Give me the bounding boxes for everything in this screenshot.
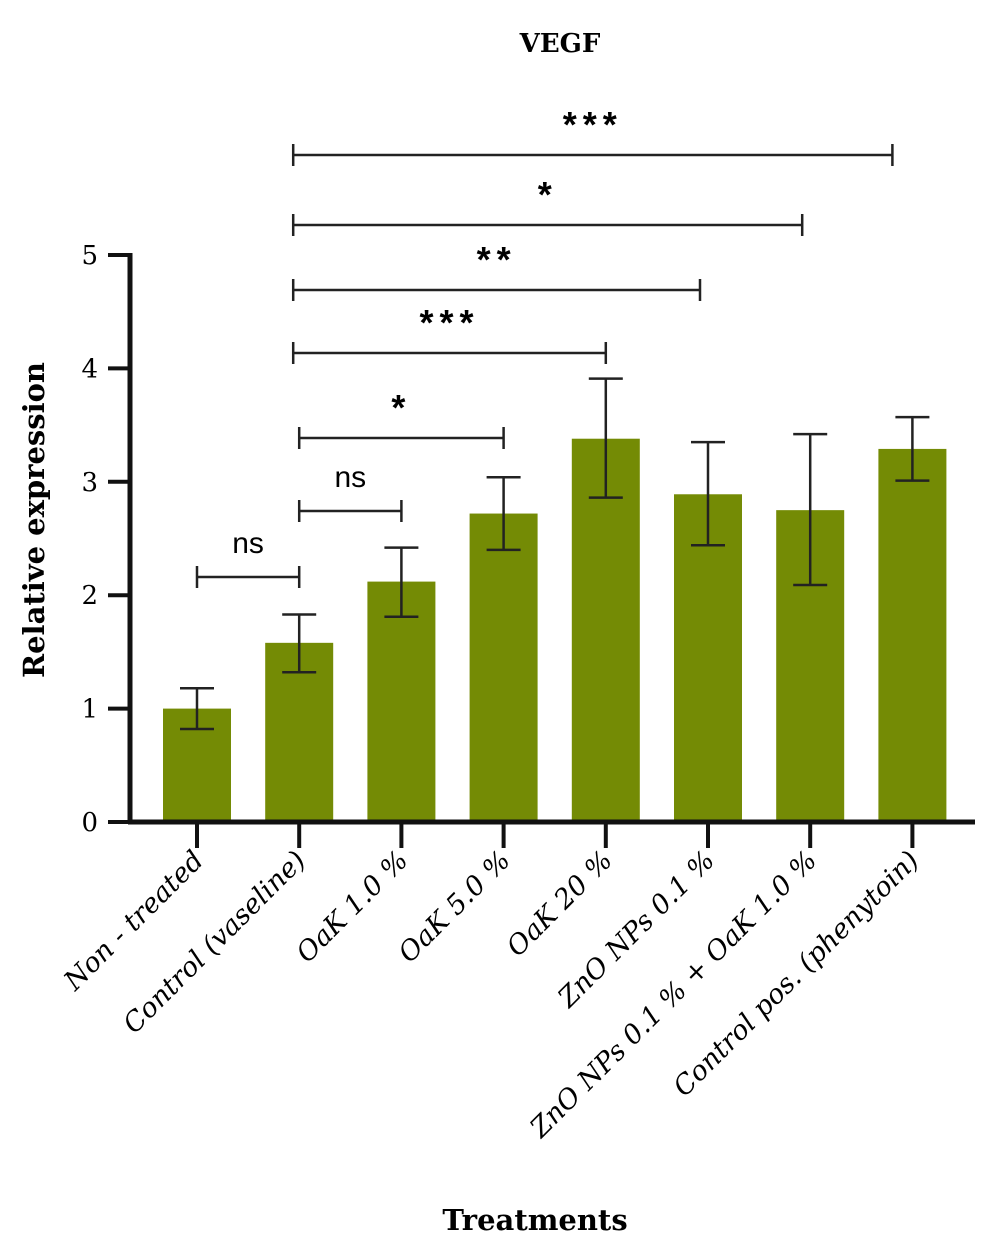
y-axis-label: Relative expression xyxy=(17,362,51,678)
x-axis-label: Treatments xyxy=(442,1203,627,1237)
bar xyxy=(367,581,436,822)
bar xyxy=(878,448,947,822)
significance-label: * xyxy=(391,387,411,428)
bar xyxy=(571,438,640,822)
y-tick-label: 0 xyxy=(81,808,98,838)
y-tick-label: 4 xyxy=(81,354,98,384)
y-tick-label: 5 xyxy=(81,241,98,271)
significance-label: * xyxy=(538,174,558,215)
significance-label: *** xyxy=(419,302,479,343)
significance-label: ** xyxy=(477,239,517,280)
significance-label: ns xyxy=(232,527,264,560)
y-tick-label: 1 xyxy=(81,695,98,725)
y-tick-label: 2 xyxy=(81,581,98,611)
bar xyxy=(674,494,742,822)
bar xyxy=(469,513,538,822)
y-tick-label: 3 xyxy=(81,468,98,498)
x-tick-label: Control (vaseline) xyxy=(117,845,312,1040)
significance-label: *** xyxy=(563,104,623,145)
significance-label: ns xyxy=(334,461,366,494)
chart-title: VEGF xyxy=(519,29,601,59)
x-tick-label: OaK 5.0 % xyxy=(393,845,517,969)
